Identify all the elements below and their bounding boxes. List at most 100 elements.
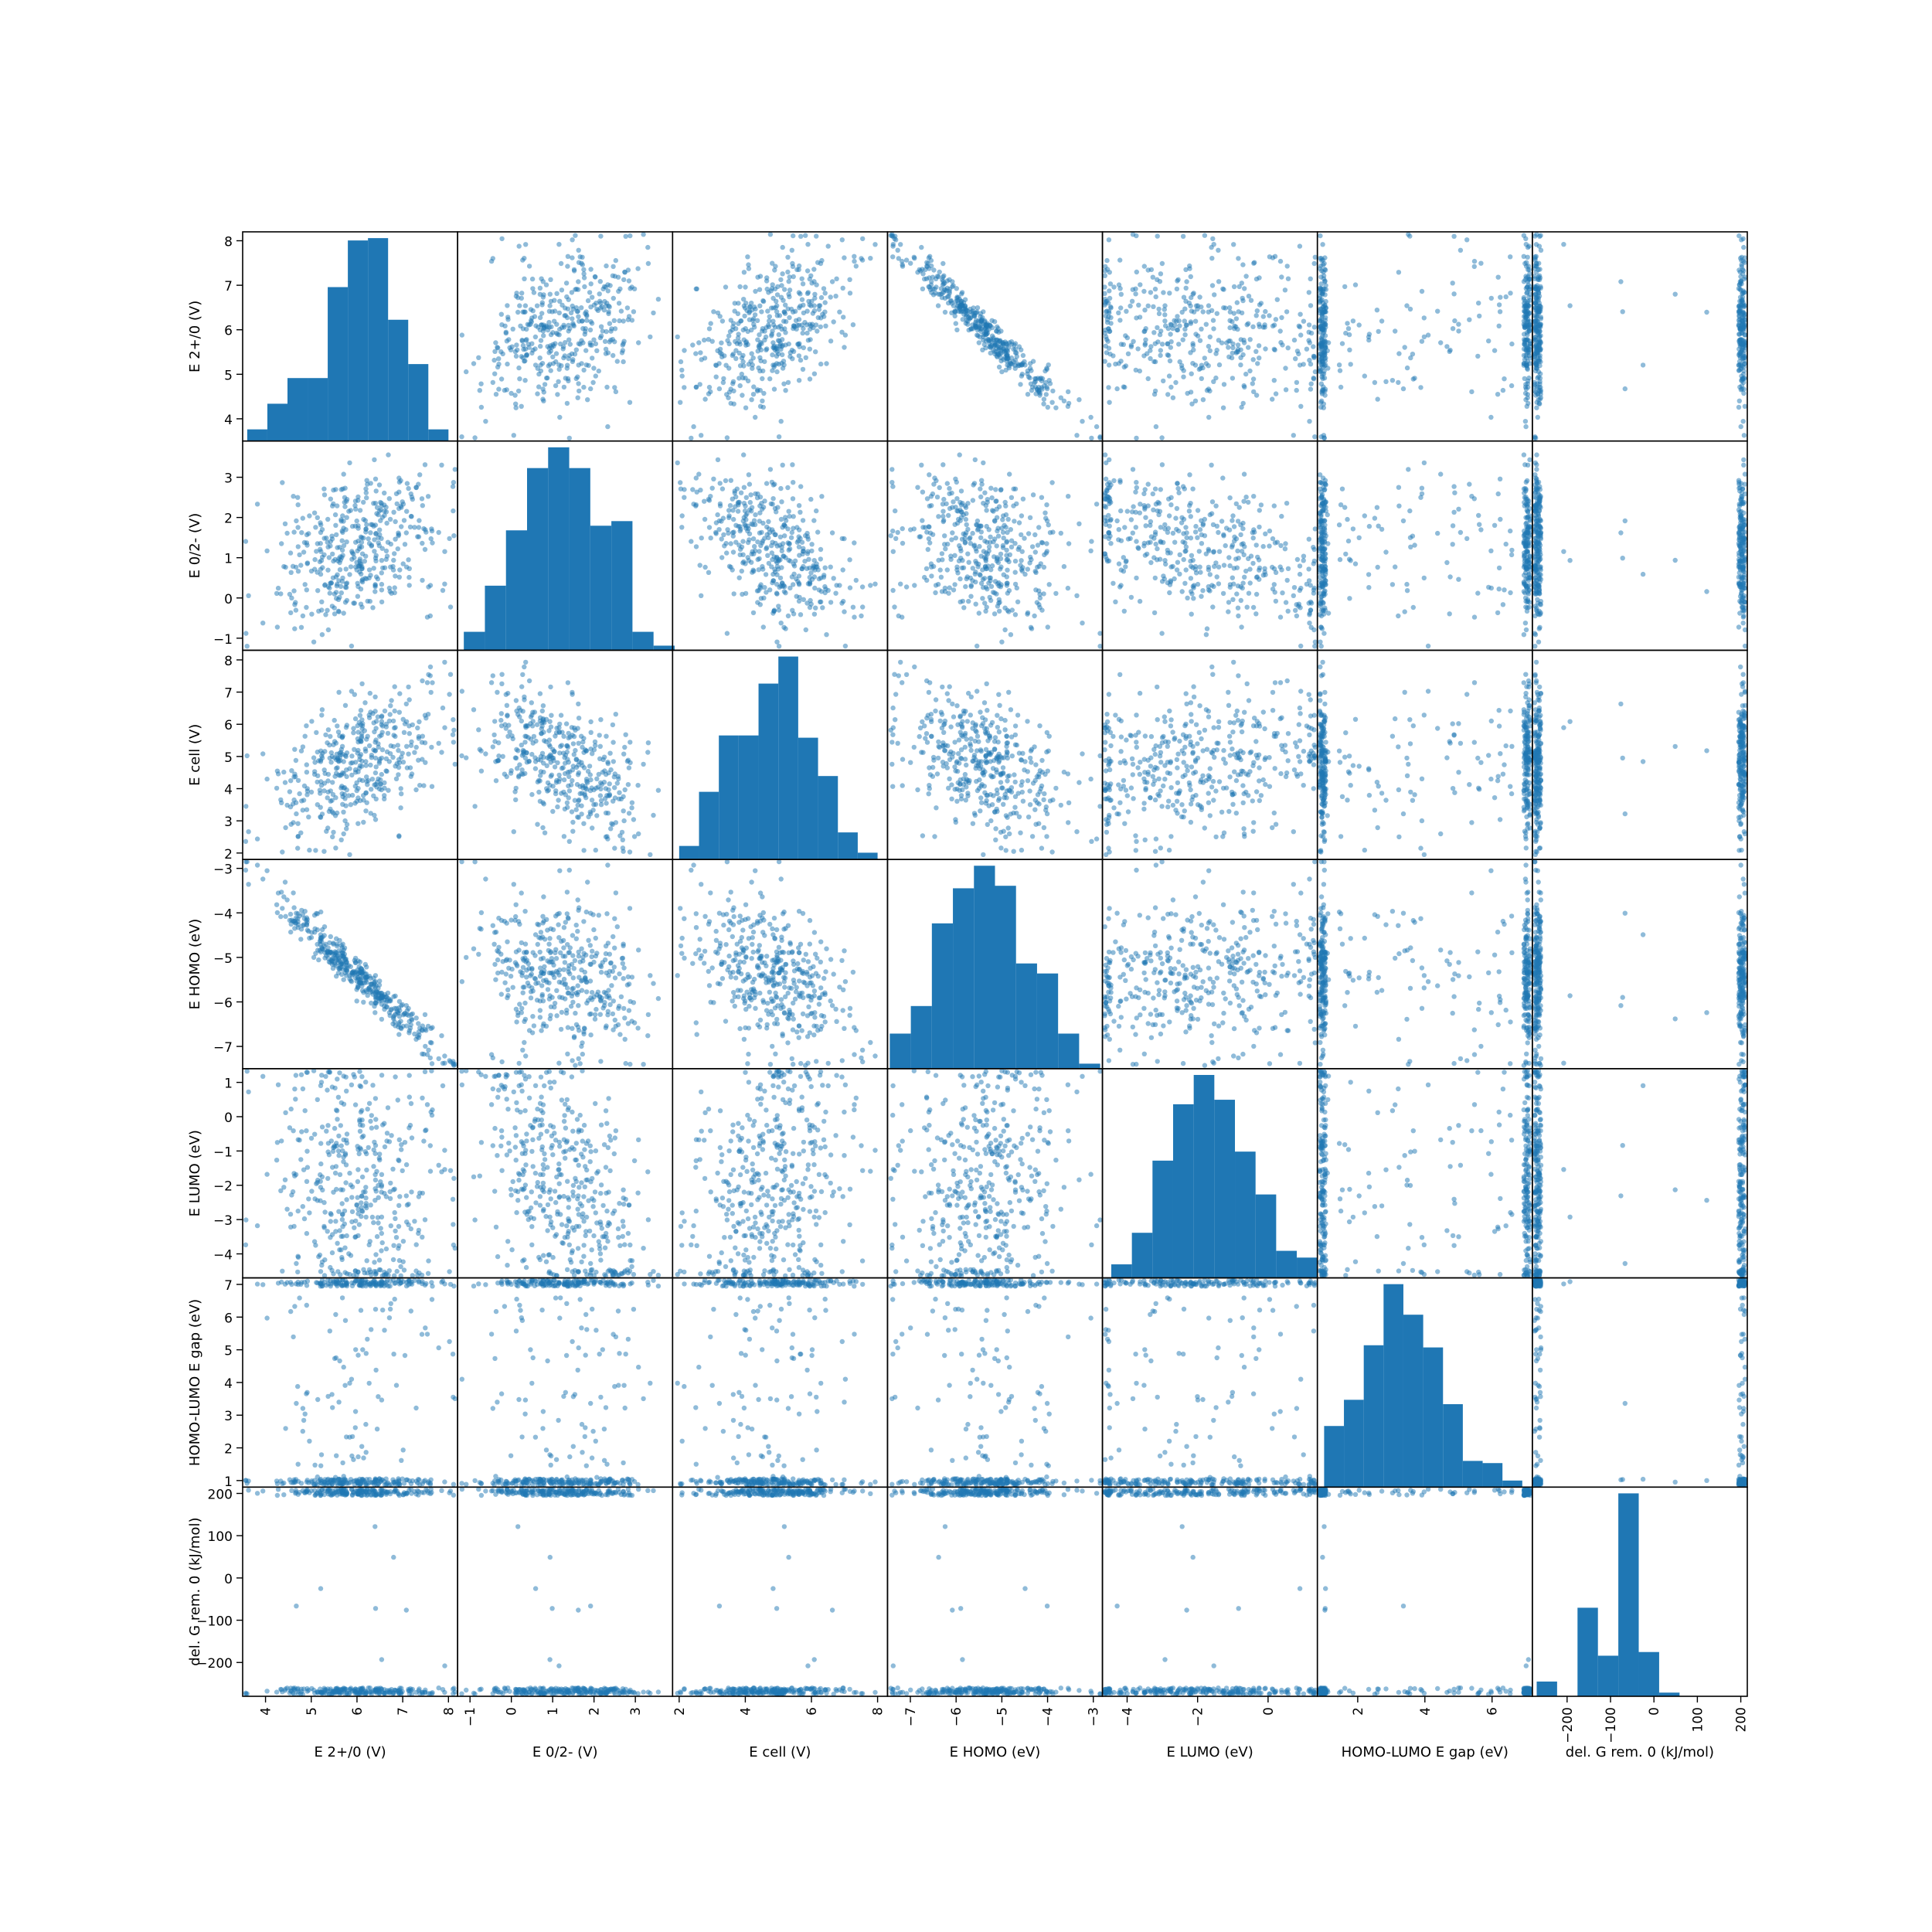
scatter-point	[1001, 536, 1006, 541]
scatter-point	[1246, 499, 1251, 505]
scatter-point	[509, 390, 514, 396]
scatter-point	[828, 294, 833, 300]
scatter-point	[1532, 254, 1538, 260]
scatter-point	[859, 613, 864, 619]
scatter-point	[1046, 522, 1051, 528]
scatter-point	[292, 626, 298, 631]
scatter-point	[1156, 306, 1162, 312]
scatter-point	[636, 340, 641, 345]
scatter-point	[500, 351, 505, 357]
scatter-point	[1235, 326, 1240, 332]
scatter-point	[785, 269, 791, 275]
scatter-point	[818, 546, 824, 553]
scatter-point	[1450, 523, 1456, 529]
scatter-point	[588, 281, 594, 287]
scatter-point	[605, 423, 611, 430]
scatter-point	[749, 397, 754, 403]
scatter-point	[1226, 345, 1231, 350]
scatter-point	[719, 351, 724, 356]
scatter-point	[548, 368, 553, 373]
scatter-point	[737, 383, 743, 389]
scatter-point	[696, 340, 702, 345]
scatter-point	[1206, 546, 1211, 552]
scatter-point	[706, 384, 713, 390]
scatter-point	[781, 553, 786, 559]
scatter-point	[825, 243, 831, 249]
scatter-point	[742, 313, 747, 319]
scatter-point	[822, 300, 828, 305]
scatter-point	[1524, 478, 1530, 484]
scatter-point	[1323, 283, 1328, 288]
scatter-point	[548, 332, 554, 338]
scatter-point	[1174, 318, 1179, 324]
scatter-point	[796, 267, 801, 273]
scatter-point	[1012, 486, 1019, 492]
scatter-point	[818, 324, 824, 330]
scatter-point	[951, 283, 956, 288]
scatter-point	[544, 376, 549, 381]
scatter-point	[529, 315, 535, 321]
scatter-point	[788, 535, 794, 540]
scatter-point	[543, 282, 549, 287]
scatter-point	[957, 305, 962, 311]
scatter-point	[1143, 523, 1148, 529]
scatter-point	[711, 309, 716, 315]
scatter-point	[1317, 298, 1323, 304]
scatter-point	[380, 565, 386, 571]
scatter-point	[1248, 553, 1254, 559]
scatter-point	[1165, 550, 1171, 556]
scatter-point	[731, 591, 736, 597]
scatter-point	[417, 472, 423, 478]
scatter-point	[785, 485, 791, 491]
scatter-point	[1041, 401, 1046, 406]
scatter-point	[384, 520, 389, 526]
scatter-point	[920, 286, 926, 291]
scatter-point	[740, 393, 745, 398]
scatter-point	[530, 308, 536, 314]
scatter-point	[1456, 577, 1461, 582]
scatter-point	[1308, 303, 1314, 308]
scatter-point	[635, 266, 641, 271]
scatter-point	[1320, 340, 1325, 345]
scatter-point	[1323, 571, 1328, 577]
scatter-point	[1404, 588, 1410, 594]
scatter-point	[842, 255, 847, 260]
scatter-point	[510, 326, 515, 332]
scatter-point	[1250, 604, 1257, 611]
scatter-point	[1526, 514, 1531, 519]
scatter-point	[1306, 322, 1312, 328]
scatter-point	[609, 326, 614, 332]
scatter-point	[404, 509, 410, 514]
scatter-point	[1418, 495, 1423, 500]
scatter-point	[1118, 291, 1124, 297]
scatter-point	[1190, 486, 1196, 492]
scatter-point	[1533, 342, 1539, 348]
scatter-point	[1231, 311, 1237, 316]
scatter-point	[298, 624, 304, 630]
scatter-point	[359, 539, 365, 545]
scatter-point	[1738, 423, 1743, 430]
scatter-point	[346, 509, 352, 514]
scatter-point	[1189, 589, 1194, 594]
scatter-point	[974, 309, 980, 315]
scatter-point	[575, 395, 580, 400]
scatter-point	[772, 267, 777, 273]
scatter-point	[1347, 596, 1352, 601]
scatter-point	[1220, 405, 1226, 410]
scatter-point	[617, 318, 622, 324]
scatter-point	[1028, 381, 1034, 386]
scatter-point	[839, 237, 845, 243]
scatter-point	[1375, 564, 1380, 570]
scatter-point	[1174, 526, 1179, 532]
scatter-point	[872, 242, 878, 247]
scatter-point	[331, 558, 336, 564]
scatter-point	[781, 381, 787, 386]
scatter-point	[1111, 478, 1117, 484]
scatter-point	[780, 352, 785, 358]
scatter-point	[597, 335, 604, 341]
scatter-point	[1323, 362, 1328, 368]
scatter-point	[1053, 405, 1059, 410]
scatter-point	[721, 532, 726, 538]
scatter-point	[833, 590, 838, 596]
scatter-point	[1320, 501, 1325, 507]
